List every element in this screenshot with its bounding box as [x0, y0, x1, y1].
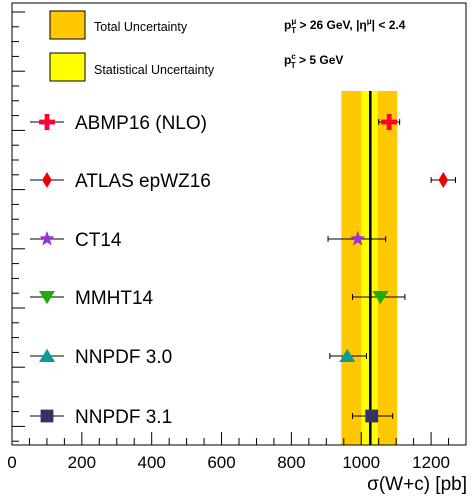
legend-key-marker: [39, 231, 55, 246]
legend-total-label: Total Uncertainty: [94, 20, 188, 34]
data-point: [339, 348, 356, 362]
x-tick-label: 0: [7, 453, 16, 472]
legend-key-marker: [39, 114, 55, 130]
legend-key-marker: [40, 409, 54, 423]
data-point: [350, 231, 366, 246]
series-4: NNPDF 3.0: [30, 347, 367, 368]
series-label: NNPDF 3.0: [75, 347, 172, 368]
x-tick-label: 1000: [342, 453, 380, 472]
series-label: ATLAS epWZ16: [75, 171, 211, 192]
legend-key-marker: [39, 348, 55, 362]
data-point: [365, 409, 379, 423]
x-axis-label: σ(W+c) [pb]: [367, 474, 467, 495]
legend-key-marker: [42, 172, 52, 188]
legend-key-marker: [39, 291, 55, 305]
legend-total-swatch: [49, 10, 86, 40]
kinematic-cuts: pμ T > 26 GeV, |ημ| < 2.4 pc T > 5 GeV: [284, 17, 406, 70]
series-label: NNPDF 3.1: [75, 407, 172, 428]
cut-charm: pc T > 5 GeV: [284, 52, 343, 70]
series-label: ABMP16 (NLO): [75, 113, 207, 134]
series-label: MMHT14: [75, 288, 154, 309]
series-1: ATLAS epWZ16: [30, 171, 457, 192]
data-point: [381, 114, 398, 130]
x-tick-label: 200: [68, 453, 96, 472]
series-5: NNPDF 3.1: [30, 407, 394, 428]
data-point: [372, 291, 389, 305]
axis-ticks: 0 200 400 600 800 1000 1200: [7, 11, 467, 472]
series-label: CT14: [75, 230, 122, 251]
measurement-bands: [341, 91, 398, 445]
legend-stat-label: Statistical Uncertainty: [94, 63, 215, 77]
data-point: [438, 172, 449, 188]
legend-stat-swatch: [49, 52, 86, 82]
series-0: ABMP16 (NLO): [30, 113, 401, 134]
x-tick-label: 1200: [412, 453, 450, 472]
series-3: MMHT14: [30, 288, 406, 309]
legend: Total Uncertainty Statistical Uncertaint…: [49, 10, 215, 82]
x-tick-label: 400: [138, 453, 166, 472]
series-2: CT14: [30, 230, 387, 251]
cut-muon: pμ T > 26 GeV, |ημ| < 2.4: [284, 17, 406, 35]
x-tick-label: 600: [207, 453, 235, 472]
x-tick-label: 800: [277, 453, 305, 472]
prediction-series: ABMP16 (NLO) ATLAS epWZ16 CT14 MMHT14 NNPDF …: [30, 113, 457, 428]
